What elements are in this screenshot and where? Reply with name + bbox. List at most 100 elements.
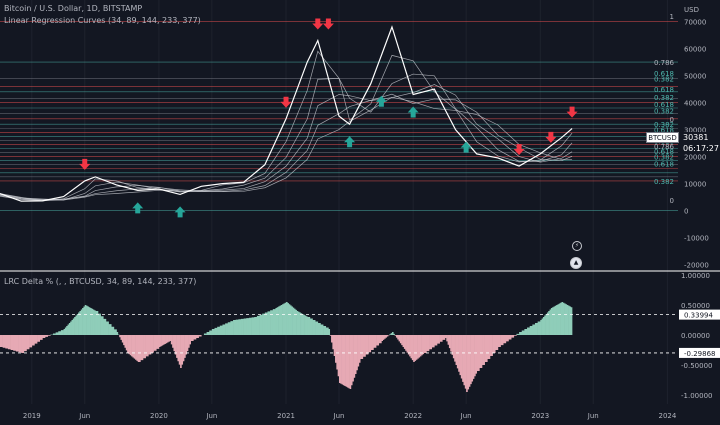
delta-bar	[357, 335, 360, 367]
price-tick-label: 30000	[684, 127, 706, 135]
symbol-legend[interactable]: Bitcoin / U.S. Dollar, 1D, BITSTAMP	[4, 4, 143, 13]
time-tick-label: 2021	[277, 412, 295, 420]
delta-bar	[487, 335, 491, 359]
delta-bar	[88, 307, 91, 335]
delta-bar	[444, 335, 447, 338]
delta-bar	[553, 306, 556, 335]
delta-bar	[409, 335, 411, 357]
delta-bar	[418, 335, 421, 358]
delta-bar	[172, 335, 174, 348]
delta-bar	[352, 335, 354, 382]
delta-bar	[350, 335, 353, 386]
time-tick-label: Jun	[205, 412, 217, 420]
price-tick-label: -20000	[684, 262, 709, 270]
delta-bar	[348, 335, 350, 389]
delta-bar	[280, 305, 283, 335]
price-axis[interactable]: USD 70000 60000 50000 40000 30000 20000 10000 0 -…	[684, 6, 709, 270]
delta-bar	[405, 335, 407, 351]
delta-bar	[293, 308, 296, 335]
price-tick-label: -10000	[684, 235, 709, 243]
delta-bar	[270, 310, 274, 335]
delta-bar	[279, 305, 282, 335]
delta-bar	[76, 314, 79, 335]
delta-bar	[188, 335, 190, 348]
oscillator-legend[interactable]: LRC Delta % (, , BTCUSD, 34, 89, 144, 23…	[4, 277, 197, 286]
delta-bar	[556, 305, 558, 335]
delta-bar	[135, 335, 137, 360]
down-arrow-marker	[312, 18, 324, 30]
delta-bar	[439, 335, 443, 342]
delta-bar	[484, 335, 488, 362]
indicator-legend[interactable]: Linear Regression Curves (34, 89, 144, 2…	[4, 16, 201, 25]
delta-bar	[153, 335, 157, 351]
delta-bar	[568, 305, 570, 335]
delta-bar	[125, 335, 128, 351]
delta-bar	[182, 335, 185, 362]
oscillator-axis[interactable]: 1.00000 0.50000 0.00000 -0.50000 -1.00000 0.3…	[679, 272, 720, 400]
delta-bar	[75, 315, 78, 335]
delta-bar	[527, 327, 530, 335]
delta-bar	[55, 332, 59, 335]
delta-bar	[161, 335, 164, 346]
delta-bar	[328, 329, 331, 335]
delta-bar	[193, 335, 197, 340]
price-series	[0, 25, 573, 202]
delta-bar	[329, 335, 332, 336]
delta-bar	[31, 335, 35, 346]
lightning-icon[interactable]: ⚡	[572, 241, 582, 251]
delta-bar	[13, 335, 17, 351]
delta-bar	[238, 319, 242, 335]
delta-bar	[60, 330, 64, 335]
delta-bar	[354, 335, 357, 374]
delta-bar	[37, 335, 41, 342]
delta-bar	[450, 335, 452, 352]
delta-bar	[406, 335, 409, 353]
delta-bar	[177, 335, 180, 362]
delta-bar	[346, 335, 349, 388]
delta-bar	[84, 305, 87, 335]
fib-level-label: 0.382	[654, 94, 674, 102]
delta-bar	[389, 334, 391, 335]
delta-bar	[332, 335, 335, 350]
market-icon[interactable]: ▲	[570, 257, 582, 269]
delta-bar	[500, 335, 504, 346]
delta-bar	[63, 329, 66, 335]
delta-bar	[446, 335, 448, 342]
delta-bar	[165, 335, 168, 344]
delta-bar	[358, 335, 361, 363]
oscillator-level-value: -0.29868	[684, 350, 715, 358]
delta-bar	[464, 335, 467, 389]
delta-bar	[300, 313, 303, 335]
delta-bar	[549, 309, 552, 335]
delta-bar	[397, 335, 399, 340]
delta-bar	[557, 304, 560, 335]
delta-bar	[127, 335, 129, 353]
delta-bar	[128, 335, 131, 355]
up-arrow-marker	[375, 95, 387, 107]
oscillator-level-value: 0.33994	[684, 312, 713, 320]
delta-bar	[74, 317, 76, 335]
delta-bar	[39, 335, 43, 340]
delta-bar	[407, 335, 410, 355]
fib-level-label: 0.618	[654, 160, 674, 168]
delta-bar	[276, 307, 279, 335]
delta-bar	[360, 335, 364, 359]
delta-bar	[529, 326, 533, 335]
fib-level-label: 0.382	[654, 108, 674, 116]
delta-bar	[189, 335, 191, 345]
delta-bar	[565, 304, 568, 335]
fib-level-label: 0.618	[654, 148, 674, 156]
oscillator-tick-label: -0.50000	[681, 362, 712, 370]
regression-curves	[0, 50, 573, 202]
price-tick-label: 40000	[684, 100, 706, 108]
fib-level-label: 0.618	[654, 70, 674, 78]
delta-bar	[331, 335, 333, 343]
delta-bar	[291, 306, 293, 335]
time-axis[interactable]: 2019 Jun 2020 Jun 2021 Jun 2022 Jun 2023 Jun 2024	[23, 412, 677, 420]
delta-bar	[148, 335, 152, 355]
delta-bar	[79, 311, 82, 335]
delta-bar	[301, 314, 304, 335]
delta-bar	[541, 318, 544, 335]
delta-bar	[287, 303, 289, 335]
